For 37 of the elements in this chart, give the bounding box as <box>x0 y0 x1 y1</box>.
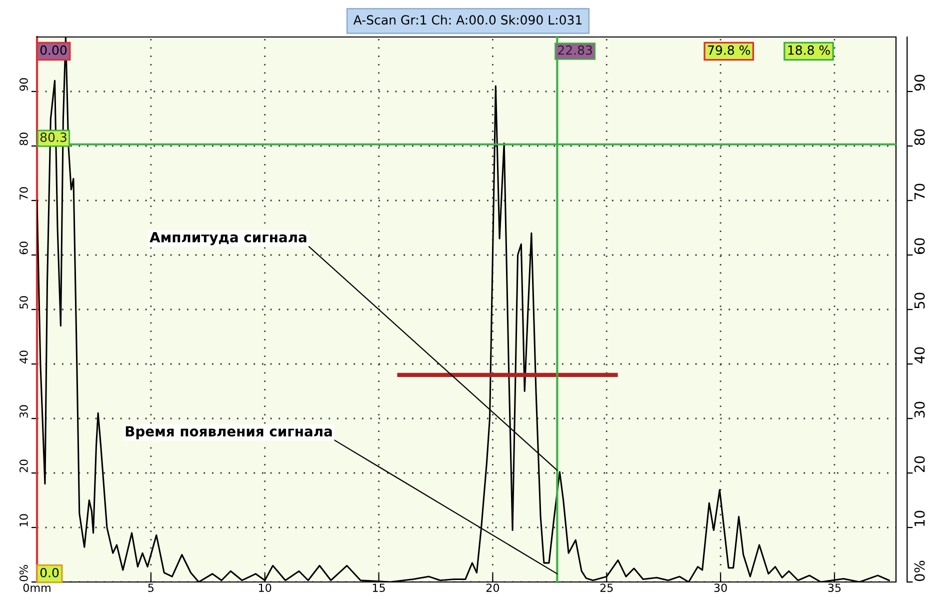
annotation: Время появления сигнала <box>126 426 332 440</box>
y2-tick-label: 0% <box>914 560 925 582</box>
annotation: 79.8 % <box>708 45 750 55</box>
annotation: Амплитуда сигнала <box>150 232 306 246</box>
x-tick-label: 25 <box>600 584 613 592</box>
y-tick-label: 90 <box>20 78 28 91</box>
y2-tick-label: 20 <box>914 456 925 472</box>
x-tick-label: 15 <box>372 584 385 592</box>
y-tick-label: 80 <box>20 132 28 146</box>
y2-tick-label: 10 <box>914 510 925 526</box>
x-tick-label: 20 <box>486 584 500 592</box>
y-tick-label: 70 <box>20 187 28 200</box>
y-tick-label: 10 <box>20 514 28 526</box>
y2-tick-label: 80 <box>914 129 925 146</box>
y2-tick-label: 40 <box>914 347 925 364</box>
y-tick-label: 20 <box>20 460 28 472</box>
y-tick-label: 50 <box>20 296 28 309</box>
annotation: 0.0 <box>40 568 59 578</box>
y2-tick-label: 90 <box>914 74 925 91</box>
y-tick-label: 40 <box>20 350 28 364</box>
y2-tick-label: 70 <box>914 184 925 200</box>
annotation: 18.8 % <box>788 45 830 55</box>
annotation: 0.00 <box>40 45 67 55</box>
chart-title: A-Scan Gr:1 Ch: A:00.0 Sk:090 L:031 <box>353 14 582 25</box>
ref-line-label: 22.83 <box>558 45 592 55</box>
y2-tick-label: 30 <box>914 402 925 418</box>
x-tick-label: 30 <box>714 584 727 592</box>
x-tick-label: 0mm <box>23 584 50 592</box>
x-tick-label: 10 <box>259 584 272 592</box>
x-tick-label: 35 <box>828 584 841 592</box>
x-tick-label: 5 <box>148 584 154 592</box>
y-tick-label: 0% <box>20 564 28 582</box>
y-tick-label: 30 <box>20 405 28 418</box>
ref-line-label: 80.3 <box>40 132 66 142</box>
y2-tick-label: 60 <box>914 238 925 254</box>
y-tick-label: 60 <box>20 242 28 254</box>
y2-tick-label: 50 <box>914 292 925 308</box>
